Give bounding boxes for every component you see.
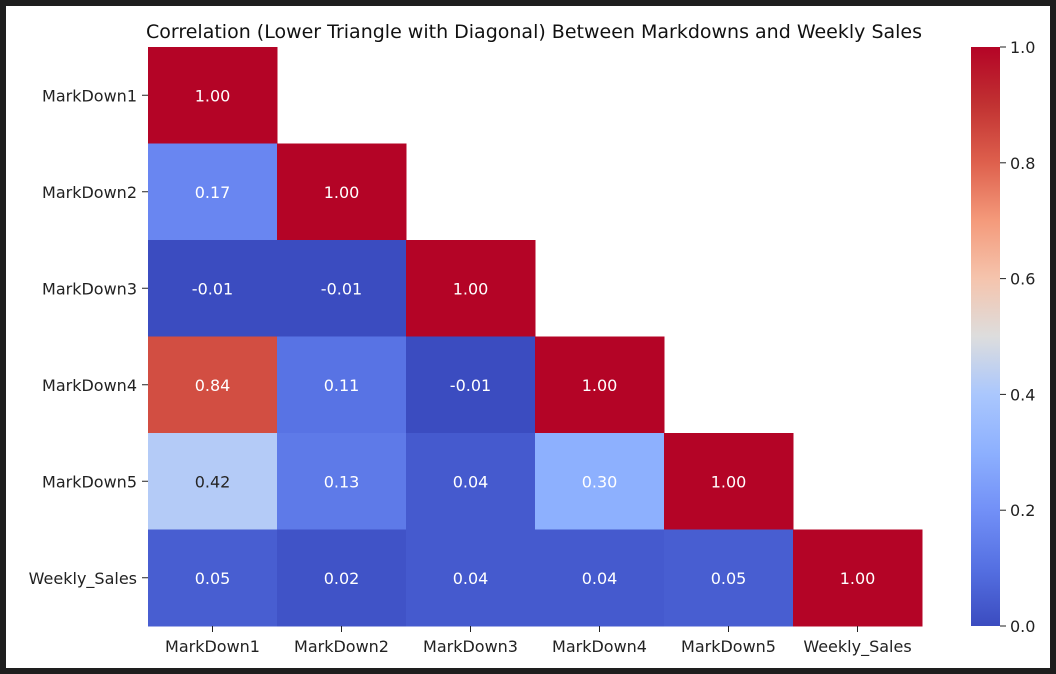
cell-value-label: 0.04 bbox=[453, 472, 489, 491]
heatmap-cell bbox=[406, 433, 536, 530]
heatmap-cell bbox=[535, 529, 665, 627]
cell-value-label: 0.04 bbox=[582, 569, 618, 588]
colorbar-tick-label: 0.6 bbox=[1010, 270, 1035, 289]
x-tick-label: MarkDown5 bbox=[681, 637, 776, 656]
heatmap-cell bbox=[277, 240, 407, 337]
heatmap-cell bbox=[535, 336, 665, 434]
x-tick-label: MarkDown2 bbox=[294, 637, 389, 656]
chart-title: Correlation (Lower Triangle with Diagona… bbox=[146, 21, 922, 43]
x-tick-label: Weekly_Sales bbox=[803, 637, 911, 657]
cell-value-label: 1.00 bbox=[324, 183, 360, 202]
heatmap-cell bbox=[277, 529, 407, 627]
heatmap-cell bbox=[277, 433, 407, 530]
cell-value-label: 0.05 bbox=[711, 569, 747, 588]
cell-value-label: 0.11 bbox=[324, 376, 360, 395]
cell-value-label: 0.17 bbox=[195, 183, 231, 202]
heatmap-cell bbox=[406, 336, 536, 434]
cell-value-label: 0.04 bbox=[453, 569, 489, 588]
column-labels: MarkDown1 MarkDown2 MarkDown3 MarkDown4 Mark… bbox=[165, 626, 912, 657]
chart-frame: Correlation (Lower Triangle with Diagona… bbox=[6, 6, 1050, 668]
heatmap-cell bbox=[148, 240, 278, 337]
colorbar-tick-label: 0.4 bbox=[1010, 385, 1035, 404]
cell-value-label: -0.01 bbox=[192, 279, 233, 298]
cell-value-label: -0.01 bbox=[450, 376, 491, 395]
heatmap-cell bbox=[664, 433, 794, 530]
cell-value-label: 1.00 bbox=[711, 472, 747, 491]
x-tick-label: MarkDown4 bbox=[552, 637, 647, 656]
cell-value-label: 1.00 bbox=[582, 376, 618, 395]
colorbar-tick-label: 0.0 bbox=[1010, 617, 1035, 636]
heatmap-cells: 1.00 0.17 1.00 -0.01 -0.01 1.00 0.84 0.11 -0.01 1… bbox=[148, 47, 923, 627]
colorbar: 0.0 0.2 0.4 0.6 0.8 1.0 bbox=[971, 38, 1035, 636]
heatmap-cell bbox=[277, 336, 407, 434]
colorbar-tick-label: 0.2 bbox=[1010, 501, 1035, 520]
heatmap-cell bbox=[664, 529, 794, 627]
y-tick-label: Weekly_Sales bbox=[29, 569, 137, 589]
colorbar-tick-label: 0.8 bbox=[1010, 154, 1035, 173]
heatmap-cell bbox=[148, 529, 278, 627]
heatmap-cell bbox=[406, 240, 536, 337]
cell-value-label: 0.84 bbox=[195, 376, 231, 395]
colorbar-gradient bbox=[971, 47, 1000, 626]
cell-value-label: 1.00 bbox=[195, 86, 231, 105]
y-tick-label: MarkDown3 bbox=[42, 279, 137, 298]
colorbar-tick-label: 1.0 bbox=[1010, 38, 1035, 57]
heatmap-cell bbox=[148, 336, 278, 434]
x-tick-label: MarkDown3 bbox=[423, 637, 518, 656]
cell-value-label: -0.01 bbox=[321, 279, 362, 298]
y-tick-label: MarkDown2 bbox=[42, 183, 137, 202]
cell-value-label: 0.13 bbox=[324, 472, 360, 491]
row-labels: MarkDown1 MarkDown2 MarkDown3 MarkDown4 Mark… bbox=[29, 86, 148, 589]
y-tick-label: MarkDown4 bbox=[42, 376, 137, 395]
heatmap-cell bbox=[148, 47, 278, 144]
cell-value-label: 1.00 bbox=[840, 569, 876, 588]
heatmap-cell bbox=[406, 529, 536, 627]
cell-value-label: 0.30 bbox=[582, 472, 618, 491]
y-tick-label: MarkDown1 bbox=[42, 86, 137, 105]
heatmap-chart: Correlation (Lower Triangle with Diagona… bbox=[29, 21, 1036, 657]
cell-value-label: 0.42 bbox=[195, 472, 231, 491]
y-tick-label: MarkDown5 bbox=[42, 472, 137, 491]
heatmap-cell bbox=[148, 433, 278, 530]
heatmap-cell bbox=[793, 529, 923, 627]
cell-value-label: 0.02 bbox=[324, 569, 360, 588]
cell-value-label: 1.00 bbox=[453, 279, 489, 298]
heatmap-cell bbox=[148, 143, 278, 241]
heatmap-cell bbox=[535, 433, 665, 530]
heatmap-cell bbox=[277, 143, 407, 241]
x-tick-label: MarkDown1 bbox=[165, 637, 260, 656]
cell-value-label: 0.05 bbox=[195, 569, 231, 588]
